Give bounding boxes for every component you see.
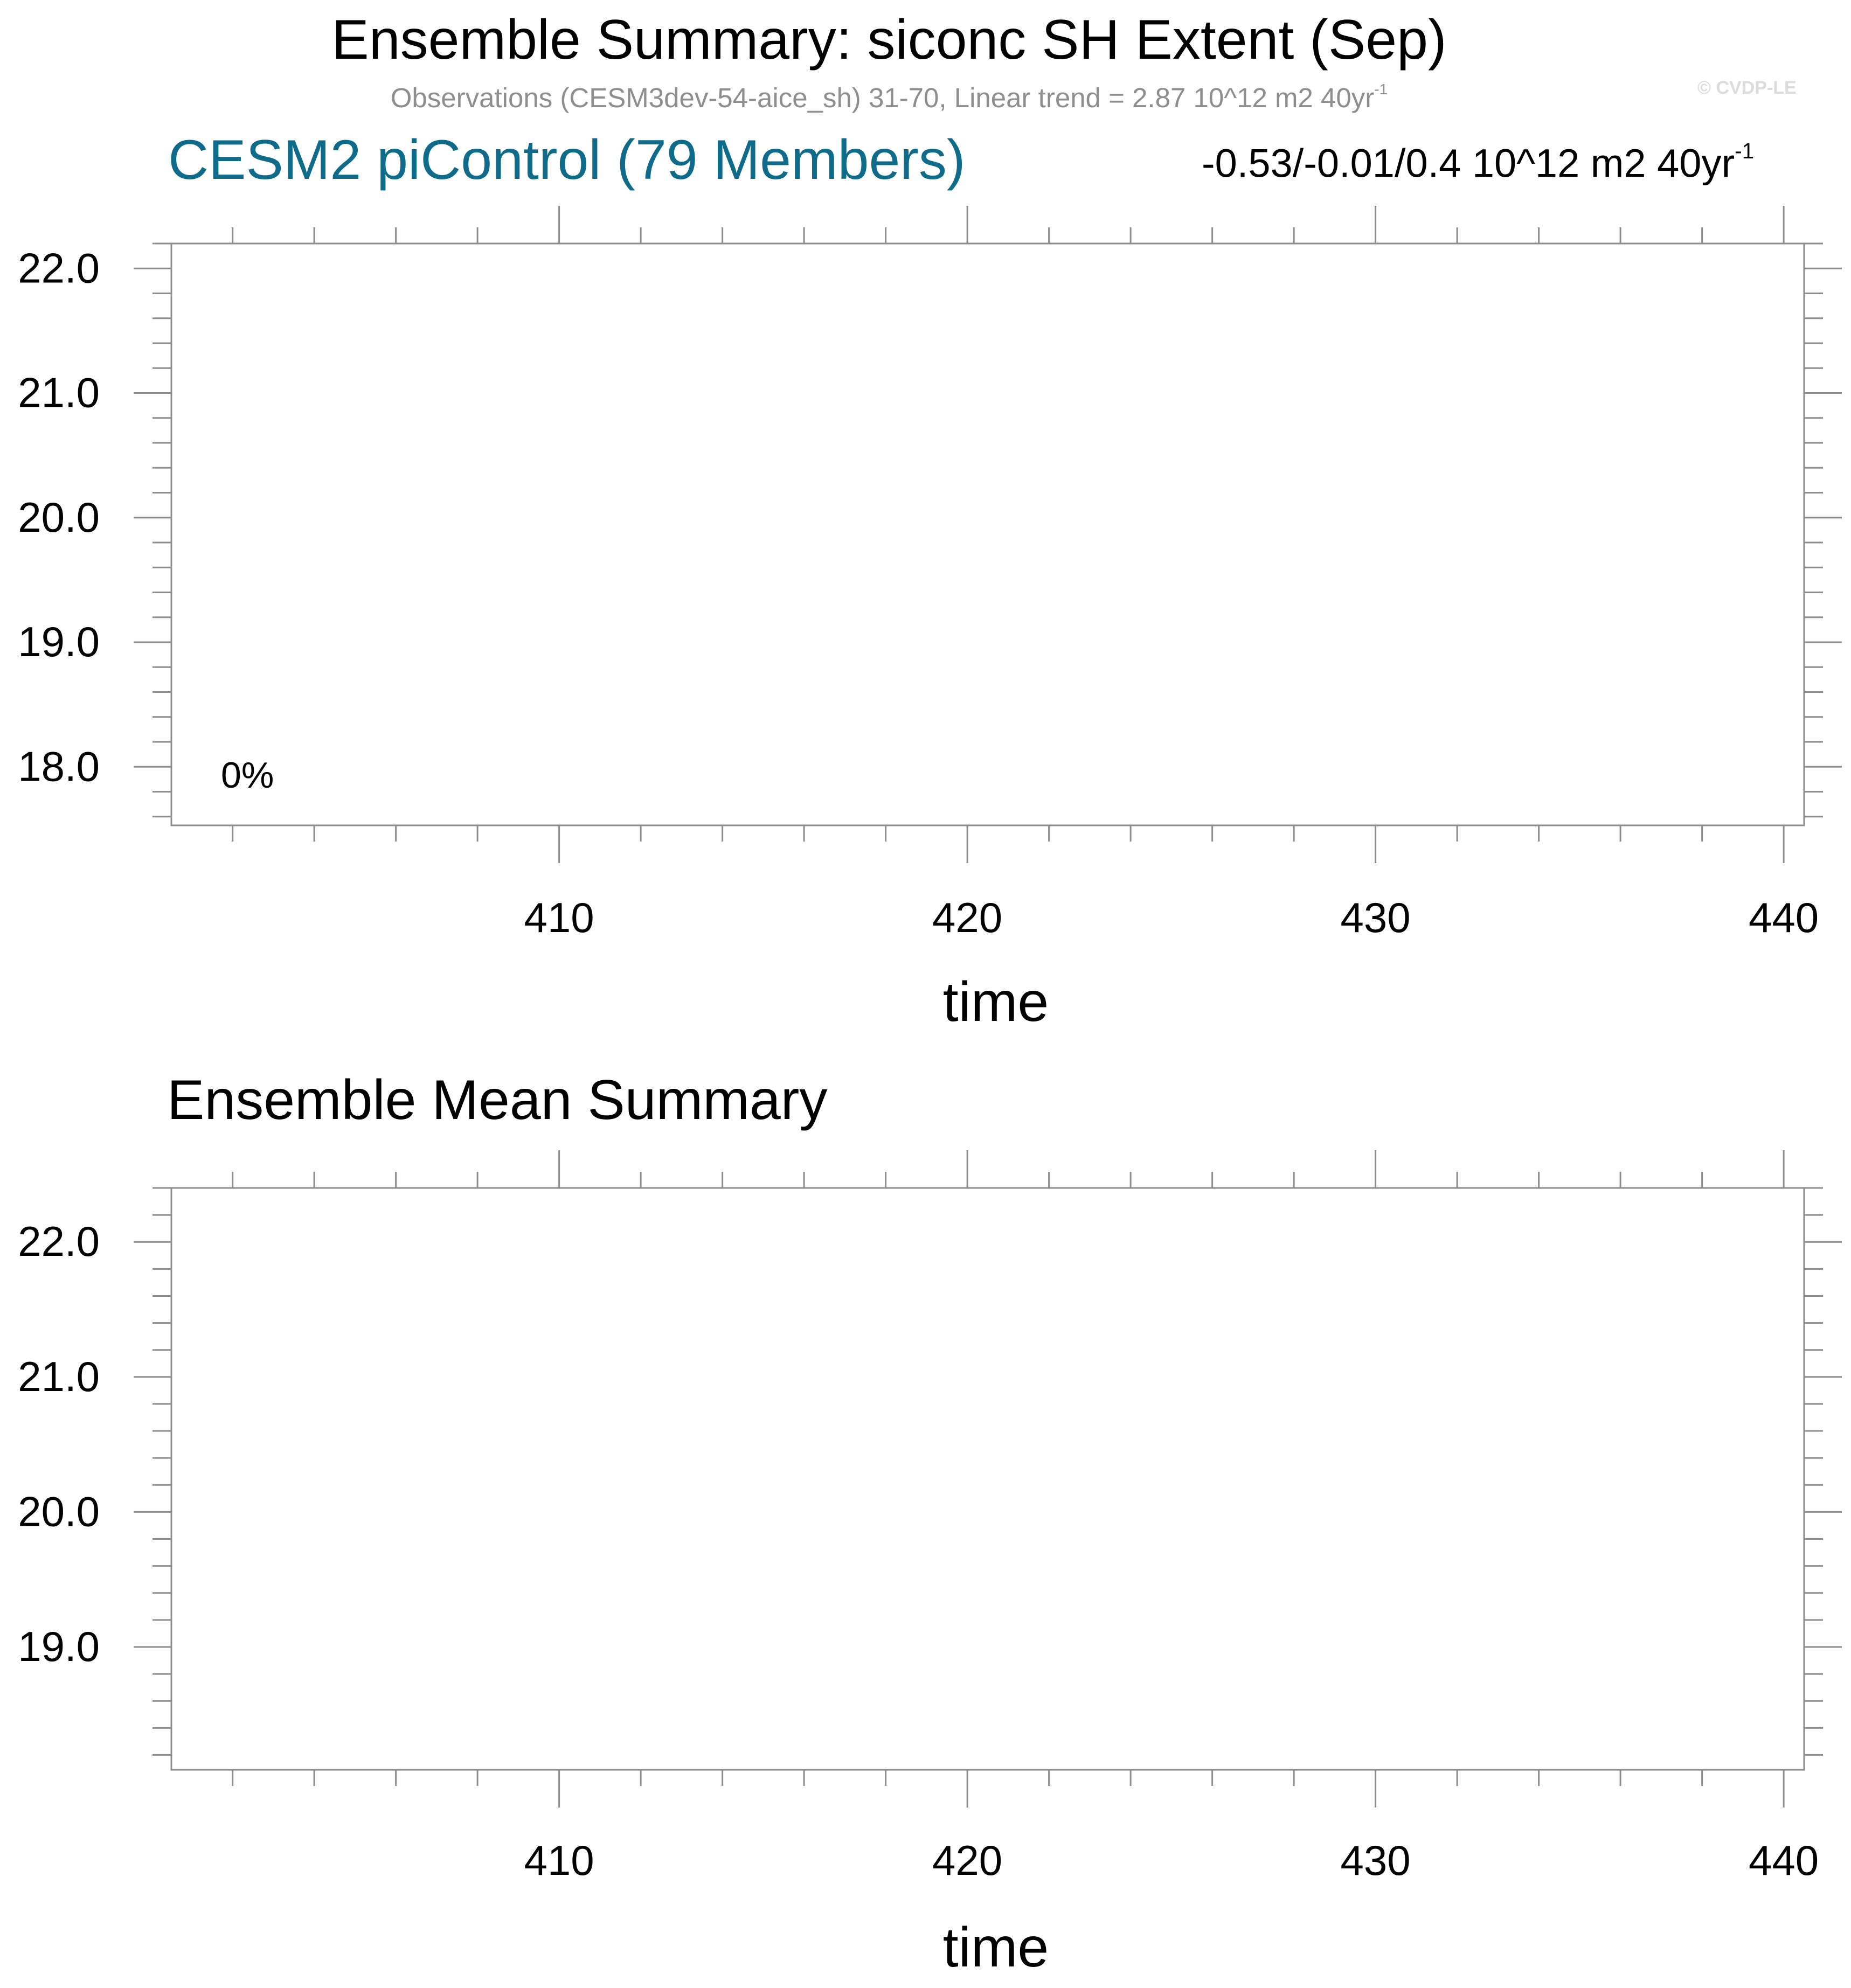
chart1-percent-label: 0%: [221, 755, 274, 796]
copyright-label: © CVDP-LE: [1697, 78, 1797, 98]
chart2-x-tick-label: 430: [1341, 1837, 1411, 1884]
observations-exponent: -1: [1374, 81, 1388, 98]
chart1-y-tick-label: 21.0: [18, 369, 100, 416]
chart2-x-tick-label: 420: [932, 1837, 1002, 1884]
chart2-y-tick-label: 21.0: [18, 1353, 100, 1400]
chart1-y-tick-label: 19.0: [18, 618, 100, 665]
observations-text: Observations (CESM3dev-54-aice_sh) 31-70…: [390, 82, 1375, 113]
chart1-plot-frame: [170, 242, 1805, 826]
panel1-title: CESM2 piControl (79 Members): [168, 129, 966, 191]
observations-subtitle: Observations (CESM3dev-54-aice_sh) 31-70…: [0, 81, 1778, 113]
metric-text: -0.53/-0.01/0.4 10^12 m2 40yr: [1202, 141, 1735, 186]
chart1-y-tick-label: 22.0: [18, 244, 100, 291]
panel2-title: Ensemble Mean Summary: [167, 1069, 828, 1131]
metric-exponent: -1: [1735, 138, 1755, 163]
chart2-y-tick-label: 20.0: [18, 1487, 100, 1535]
chart1-x-tick-label: 420: [932, 894, 1002, 941]
chart-main-title: Ensemble Summary: siconc SH Extent (Sep): [331, 9, 1447, 71]
chart2-plot-frame: [170, 1187, 1805, 1771]
chart1-x-tick-label: 410: [524, 894, 594, 941]
chart1-x-tick-label: 430: [1341, 894, 1411, 941]
chart1-y-tick-label: 20.0: [18, 493, 100, 541]
chart2-y-tick-label: 22.0: [18, 1218, 100, 1265]
chart2-x-axis-title: time: [943, 1916, 1049, 1979]
chart1-y-tick-label: 18.0: [18, 742, 100, 790]
chart2-x-tick-label: 440: [1749, 1837, 1819, 1884]
chart1-x-axis-title: time: [943, 971, 1049, 1033]
panel1-trend-metric: -0.53/-0.01/0.4 10^12 m2 40yr-1: [1202, 140, 1754, 184]
chart2-x-tick-label: 410: [524, 1837, 594, 1884]
chart2-y-tick-label: 19.0: [18, 1623, 100, 1670]
chart1-x-tick-label: 440: [1749, 894, 1819, 941]
